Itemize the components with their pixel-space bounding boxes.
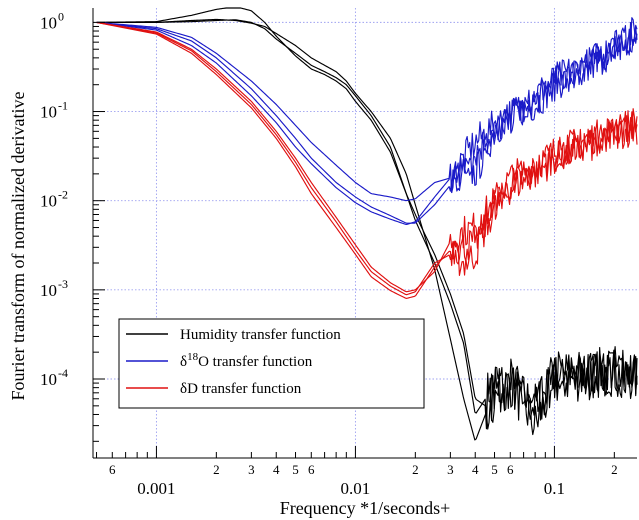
x-minor-tick-label: 3 bbox=[248, 462, 255, 477]
x-minor-tick-label: 4 bbox=[472, 462, 479, 477]
x-major-tick-label: 0.1 bbox=[544, 479, 565, 498]
x-minor-tick-label: 6 bbox=[109, 462, 116, 477]
series-2-curve-2 bbox=[96, 21, 638, 299]
y-major-tick-label: 10 bbox=[40, 103, 57, 122]
x-minor-tick-label: 6 bbox=[308, 462, 315, 477]
x-minor-tick-label: 2 bbox=[412, 462, 419, 477]
legend-label-d18o: δ18O transfer function bbox=[180, 351, 313, 370]
x-minor-tick-label: 4 bbox=[273, 462, 280, 477]
x-major-tick-label: 0.01 bbox=[341, 479, 371, 498]
x-major-tick-label: 0.001 bbox=[137, 479, 175, 498]
y-major-tick-label: 10 bbox=[40, 370, 57, 389]
legend-label-humidity: Humidity transfer function bbox=[180, 327, 341, 343]
tick-labels: 0.001 0.01 0.16 2 3 4 5 6 2 3 4 5 6 210 010 -110 -210 -31… bbox=[40, 9, 618, 498]
series-0-curve-2 bbox=[96, 18, 638, 441]
x-minor-tick-label: 5 bbox=[292, 462, 299, 477]
y-major-tick-exponent: -3 bbox=[58, 277, 68, 291]
series-1-curve-0 bbox=[96, 21, 638, 202]
y-major-tick-label: 10 bbox=[40, 13, 57, 32]
series-2-curve-0 bbox=[96, 21, 638, 293]
y-major-tick-exponent: -4 bbox=[58, 366, 68, 380]
legend: Humidity transfer function δ18O transfer… bbox=[118, 318, 425, 409]
ticks bbox=[93, 21, 615, 458]
x-axis-title: Frequency *1/seconds+ bbox=[280, 498, 451, 518]
y-major-tick-exponent: -1 bbox=[58, 99, 68, 113]
legend-label-dd: δD transfer function bbox=[180, 381, 302, 397]
x-minor-tick-label: 2 bbox=[213, 462, 220, 477]
legend-box bbox=[118, 318, 425, 409]
x-minor-tick-label: 2 bbox=[611, 462, 618, 477]
series-0-curve-1 bbox=[96, 7, 638, 436]
x-minor-tick-label: 3 bbox=[447, 462, 454, 477]
y-major-tick-exponent: -2 bbox=[58, 188, 68, 202]
x-minor-tick-label: 6 bbox=[507, 462, 514, 477]
y-major-tick-exponent: 0 bbox=[58, 9, 64, 23]
x-minor-tick-label: 5 bbox=[491, 462, 498, 477]
y-axis-title: Fourier transform of normalized derivati… bbox=[8, 92, 28, 401]
y-major-tick-label: 10 bbox=[40, 192, 57, 211]
series-curves bbox=[96, 7, 638, 441]
series-1-curve-2 bbox=[96, 17, 638, 225]
series-1-curve-1 bbox=[96, 21, 638, 224]
y-major-tick-label: 10 bbox=[40, 281, 57, 300]
